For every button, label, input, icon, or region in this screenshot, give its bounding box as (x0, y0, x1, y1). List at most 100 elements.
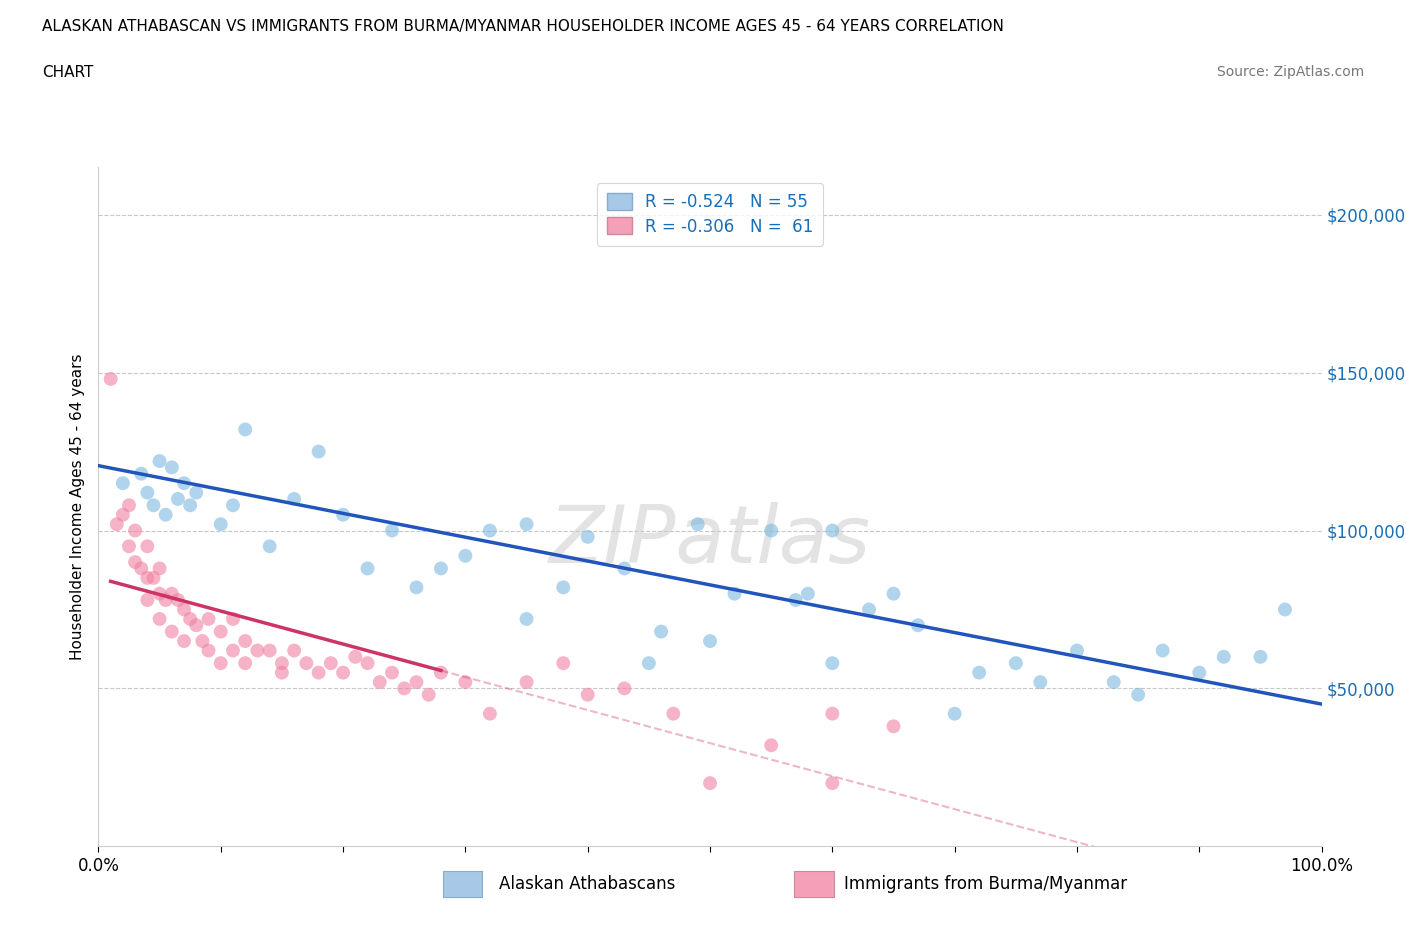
Point (173, 602, 195, 617)
Point (233, 633, 256, 648)
Point (821, 656, 844, 671)
Point (821, 523, 844, 538)
Point (295, 656, 318, 671)
Point (270, 656, 294, 671)
Point (515, 674, 537, 689)
Point (1152, 643, 1174, 658)
Point (699, 776, 721, 790)
Point (797, 586, 820, 601)
Point (454, 549, 477, 564)
Point (613, 561, 636, 576)
Point (1066, 643, 1088, 658)
Text: Alaskan Athabascans: Alaskan Athabascans (499, 874, 675, 893)
Point (858, 602, 880, 617)
Point (118, 538, 141, 553)
Point (686, 517, 709, 532)
Point (553, 656, 575, 671)
Point (332, 665, 354, 680)
Point (233, 656, 256, 671)
Point (405, 674, 427, 689)
Point (197, 643, 219, 658)
Point (142, 498, 165, 512)
Point (283, 492, 305, 507)
Point (515, 517, 537, 532)
Text: Immigrants from Burma/Myanmar: Immigrants from Burma/Myanmar (844, 874, 1126, 893)
Point (356, 561, 378, 576)
Point (142, 570, 165, 585)
Point (233, 422, 256, 437)
Point (179, 612, 201, 627)
Point (1029, 674, 1052, 689)
Text: ALASKAN ATHABASCAN VS IMMIGRANTS FROM BURMA/MYANMAR HOUSEHOLDER INCOME AGES 45 -: ALASKAN ATHABASCAN VS IMMIGRANTS FROM BU… (42, 19, 1004, 33)
Point (149, 612, 172, 627)
Point (883, 719, 905, 734)
Point (136, 592, 159, 607)
Point (344, 649, 367, 664)
Point (576, 529, 599, 544)
Point (1249, 649, 1271, 664)
Point (129, 561, 152, 576)
Point (785, 592, 807, 607)
Point (118, 498, 141, 512)
Point (209, 624, 232, 639)
Text: Source: ZipAtlas.com: Source: ZipAtlas.com (1216, 65, 1364, 79)
Point (111, 476, 134, 491)
Point (270, 665, 294, 680)
Point (650, 624, 672, 639)
Point (907, 618, 929, 632)
Point (1128, 687, 1150, 702)
Point (576, 687, 599, 702)
Point (967, 665, 990, 680)
Point (197, 612, 219, 627)
Point (1212, 649, 1234, 664)
Point (1004, 656, 1026, 671)
Point (454, 674, 477, 689)
Point (418, 687, 440, 702)
Point (761, 523, 783, 538)
Point (368, 674, 391, 689)
Point (186, 618, 208, 632)
Point (553, 580, 575, 595)
Point (209, 517, 232, 532)
Point (259, 643, 281, 658)
Point (155, 507, 177, 522)
Point (136, 570, 159, 585)
Point (160, 460, 183, 475)
Point (943, 706, 966, 721)
Point (167, 492, 190, 507)
Point (662, 706, 685, 721)
Point (883, 586, 905, 601)
Point (699, 633, 721, 648)
Point (209, 656, 232, 671)
Y-axis label: Householder Income Ages 45 - 64 years: Householder Income Ages 45 - 64 years (69, 353, 84, 660)
Point (124, 523, 146, 538)
Point (160, 624, 183, 639)
Point (308, 665, 330, 680)
Text: CHART: CHART (42, 65, 94, 80)
Point (392, 681, 416, 696)
Point (259, 538, 281, 553)
Point (246, 643, 269, 658)
Point (478, 523, 501, 538)
Legend: R = -0.524   N = 55, R = -0.306   N =  61: R = -0.524 N = 55, R = -0.306 N = 61 (596, 182, 824, 246)
Point (821, 706, 844, 721)
Point (308, 445, 330, 459)
Point (155, 592, 177, 607)
Point (405, 580, 427, 595)
Point (197, 144, 219, 159)
Point (430, 665, 453, 680)
Point (1274, 602, 1296, 617)
Text: ZIPatlas: ZIPatlas (548, 502, 872, 579)
Point (173, 476, 195, 491)
Point (136, 485, 159, 500)
Point (173, 633, 195, 648)
Point (637, 656, 661, 671)
Point (821, 776, 844, 790)
Point (478, 706, 501, 721)
Point (1102, 674, 1125, 689)
Point (160, 586, 183, 601)
Point (1188, 665, 1211, 680)
Point (332, 507, 354, 522)
Point (129, 466, 152, 481)
Point (105, 517, 128, 532)
